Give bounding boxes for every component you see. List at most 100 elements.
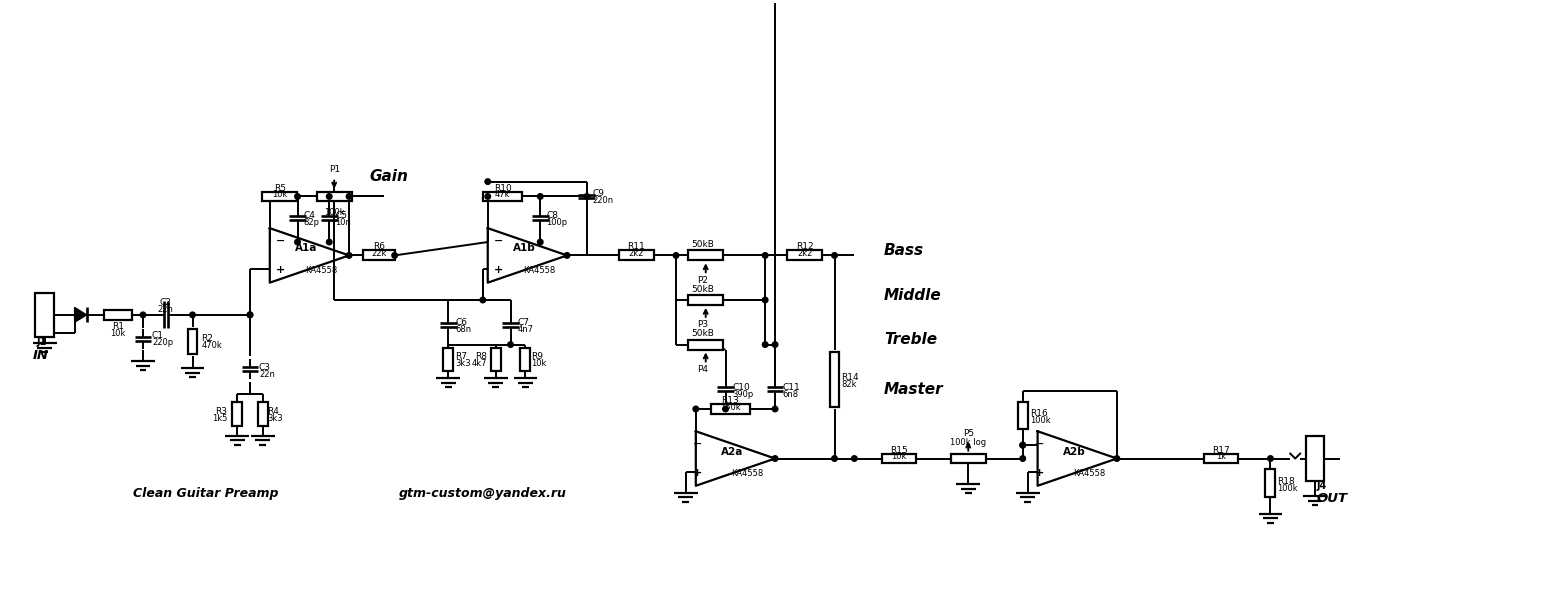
Bar [829, 352, 839, 407]
Bar [232, 402, 243, 426]
Text: C1: C1 [152, 331, 164, 340]
Text: R15: R15 [890, 446, 908, 455]
Text: 68n: 68n [455, 325, 471, 334]
Text: C2: C2 [160, 298, 172, 307]
Text: 2k2: 2k2 [797, 249, 812, 258]
Text: 22n: 22n [158, 305, 174, 314]
Text: 390p: 390p [732, 389, 754, 398]
Text: 82p: 82p [304, 218, 319, 227]
Text: KA4558: KA4558 [305, 266, 338, 275]
Text: 3k3: 3k3 [266, 415, 282, 424]
Bar [1203, 454, 1238, 463]
Circle shape [391, 253, 398, 258]
Bar [620, 250, 654, 260]
Text: gtm-custom@yandex.ru: gtm-custom@yandex.ru [399, 487, 567, 500]
Text: 220n: 220n [593, 196, 613, 205]
Text: KA4558: KA4558 [1074, 469, 1105, 478]
Circle shape [1020, 456, 1025, 461]
Bar [105, 310, 131, 320]
Circle shape [772, 406, 778, 412]
Text: R14: R14 [842, 373, 859, 382]
Text: 22k: 22k [371, 249, 387, 258]
Text: +: + [693, 469, 703, 478]
Bar [689, 295, 723, 305]
Text: J4: J4 [1318, 481, 1327, 491]
Circle shape [831, 253, 837, 258]
Text: 10n: 10n [335, 218, 351, 227]
Circle shape [141, 312, 146, 317]
Text: R6: R6 [372, 242, 385, 251]
Text: P3: P3 [696, 320, 709, 329]
Circle shape [485, 194, 490, 199]
Text: C11: C11 [782, 383, 800, 392]
Text: −: − [1034, 439, 1044, 449]
Circle shape [480, 297, 485, 303]
Bar [1307, 436, 1324, 481]
Text: C8: C8 [546, 211, 559, 220]
Bar [952, 454, 986, 463]
Text: J1: J1 [38, 337, 47, 347]
Text: 1k: 1k [1216, 452, 1225, 461]
Text: Bass: Bass [884, 243, 925, 258]
Circle shape [247, 312, 254, 317]
Bar [443, 347, 454, 371]
Text: R2: R2 [202, 334, 213, 343]
Polygon shape [75, 307, 86, 322]
Text: R11: R11 [628, 242, 645, 251]
Circle shape [584, 194, 590, 199]
Text: 6n8: 6n8 [782, 389, 798, 398]
Circle shape [1268, 456, 1274, 461]
Circle shape [346, 194, 352, 199]
Text: R5: R5 [274, 184, 286, 193]
Circle shape [294, 239, 300, 245]
Circle shape [762, 253, 768, 258]
Text: C4: C4 [304, 211, 316, 220]
Bar [689, 250, 723, 260]
Text: R10: R10 [493, 184, 512, 193]
Circle shape [346, 253, 352, 258]
Bar [491, 347, 501, 371]
Circle shape [327, 194, 332, 199]
Text: R1: R1 [113, 322, 124, 331]
Circle shape [1020, 442, 1025, 448]
Text: R7: R7 [455, 352, 466, 361]
Circle shape [831, 456, 837, 461]
Text: 50kB: 50kB [692, 240, 714, 249]
Circle shape [762, 342, 768, 347]
Text: R9: R9 [532, 352, 543, 361]
Text: 1k5: 1k5 [211, 415, 227, 424]
Bar [188, 329, 197, 355]
Text: −: − [693, 439, 703, 449]
Text: 50kB: 50kB [692, 329, 714, 338]
Text: R16: R16 [1030, 409, 1047, 418]
Text: 100k: 100k [1030, 416, 1050, 425]
Bar [1266, 469, 1275, 497]
Text: 470k: 470k [202, 341, 222, 350]
Circle shape [565, 253, 570, 258]
Text: IN: IN [33, 349, 49, 362]
Bar [258, 402, 268, 426]
Circle shape [693, 406, 698, 412]
Text: 22n: 22n [258, 370, 275, 379]
Circle shape [294, 194, 300, 199]
Bar [263, 191, 297, 202]
Text: 100k: 100k [1277, 484, 1297, 493]
Circle shape [851, 456, 858, 461]
Text: 4k7: 4k7 [471, 359, 487, 368]
Text: 220p: 220p [152, 338, 174, 347]
Circle shape [537, 194, 543, 199]
Text: 10k: 10k [532, 359, 546, 368]
Bar [689, 340, 723, 350]
Circle shape [189, 312, 196, 317]
Circle shape [772, 456, 778, 461]
Text: Master: Master [884, 382, 944, 397]
Text: KA4558: KA4558 [731, 469, 764, 478]
Text: +: + [1034, 469, 1044, 478]
Circle shape [537, 239, 543, 245]
Text: 10k: 10k [272, 190, 288, 199]
Text: Middle: Middle [884, 287, 942, 302]
Text: +: + [495, 265, 504, 275]
Text: R8: R8 [474, 352, 487, 361]
Text: R4: R4 [266, 407, 279, 416]
Text: R12: R12 [797, 242, 814, 251]
